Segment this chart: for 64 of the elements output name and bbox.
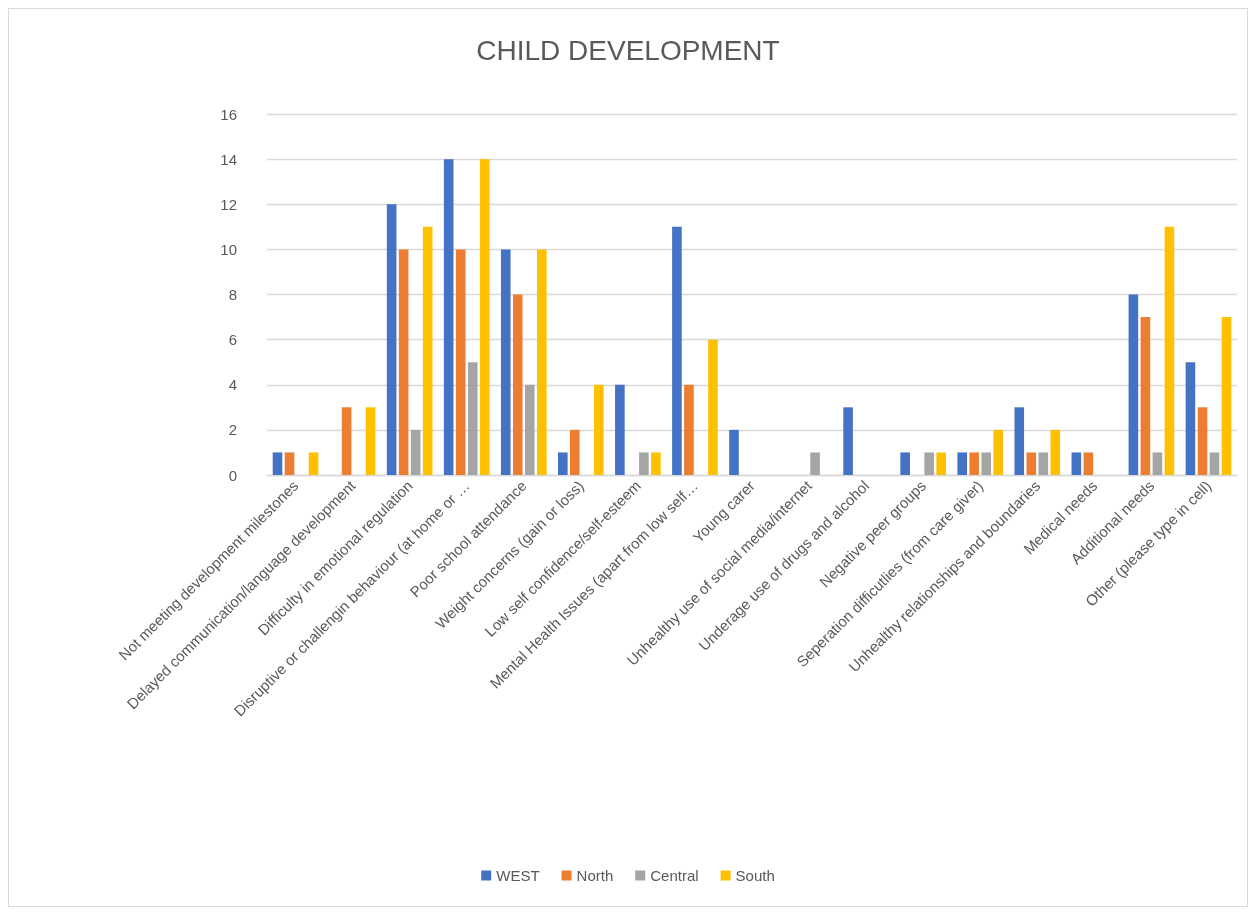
bar xyxy=(594,384,604,475)
bar xyxy=(1152,452,1163,475)
legend-label: South xyxy=(735,867,775,884)
bar xyxy=(443,159,454,475)
bar xyxy=(1209,452,1220,475)
bar xyxy=(1197,407,1208,475)
y-tick-label: 10 xyxy=(220,240,237,258)
bar xyxy=(924,452,934,475)
bar xyxy=(570,429,580,475)
bar xyxy=(500,249,511,475)
bar xyxy=(639,452,649,475)
bar xyxy=(365,407,376,475)
y-tick-label: 2 xyxy=(228,421,237,439)
bar xyxy=(524,384,535,475)
bar xyxy=(969,452,980,475)
bar xyxy=(272,452,283,475)
bar xyxy=(843,407,853,475)
bar xyxy=(308,452,319,475)
bar xyxy=(672,226,682,475)
bar xyxy=(1164,226,1175,475)
bar xyxy=(993,429,1004,475)
legend-label: Central xyxy=(650,867,699,884)
bar xyxy=(936,452,946,475)
bar xyxy=(341,407,352,475)
bar xyxy=(284,452,295,475)
bar xyxy=(957,452,968,475)
bar xyxy=(512,294,523,475)
bar xyxy=(455,249,466,475)
bar xyxy=(708,339,718,475)
y-tick-label: 6 xyxy=(228,331,237,349)
bar xyxy=(651,452,661,475)
bar xyxy=(684,384,694,475)
y-tick-label: 0 xyxy=(228,466,237,484)
y-tick-label: 4 xyxy=(228,376,237,394)
bar xyxy=(479,159,490,475)
bar xyxy=(810,452,820,475)
bar xyxy=(981,452,992,475)
y-tick-label: 8 xyxy=(228,286,237,303)
bar xyxy=(422,226,433,475)
y-tick-label: 16 xyxy=(220,105,237,123)
bar xyxy=(398,249,409,475)
bar xyxy=(558,452,568,475)
legend-label: WEST xyxy=(496,867,540,884)
y-tick-label: 14 xyxy=(220,150,237,168)
legend-label: North xyxy=(576,867,614,884)
bar xyxy=(1050,429,1061,475)
bar xyxy=(386,204,397,475)
bar xyxy=(536,249,547,475)
bar xyxy=(1026,452,1037,475)
bar xyxy=(467,362,478,475)
y-tick-label: 12 xyxy=(220,195,237,213)
bar xyxy=(1014,407,1025,475)
bar xyxy=(729,429,739,475)
bar xyxy=(900,452,910,475)
bar xyxy=(1038,452,1049,475)
chart-title: CHILD DEVELOPMENT xyxy=(476,34,780,66)
bar xyxy=(1185,362,1196,475)
bar xyxy=(1140,317,1151,475)
bar xyxy=(615,384,625,475)
bar xyxy=(410,429,421,475)
bar xyxy=(1083,452,1094,475)
bar xyxy=(1128,294,1139,475)
bar xyxy=(1221,317,1232,475)
bar xyxy=(1071,452,1082,475)
